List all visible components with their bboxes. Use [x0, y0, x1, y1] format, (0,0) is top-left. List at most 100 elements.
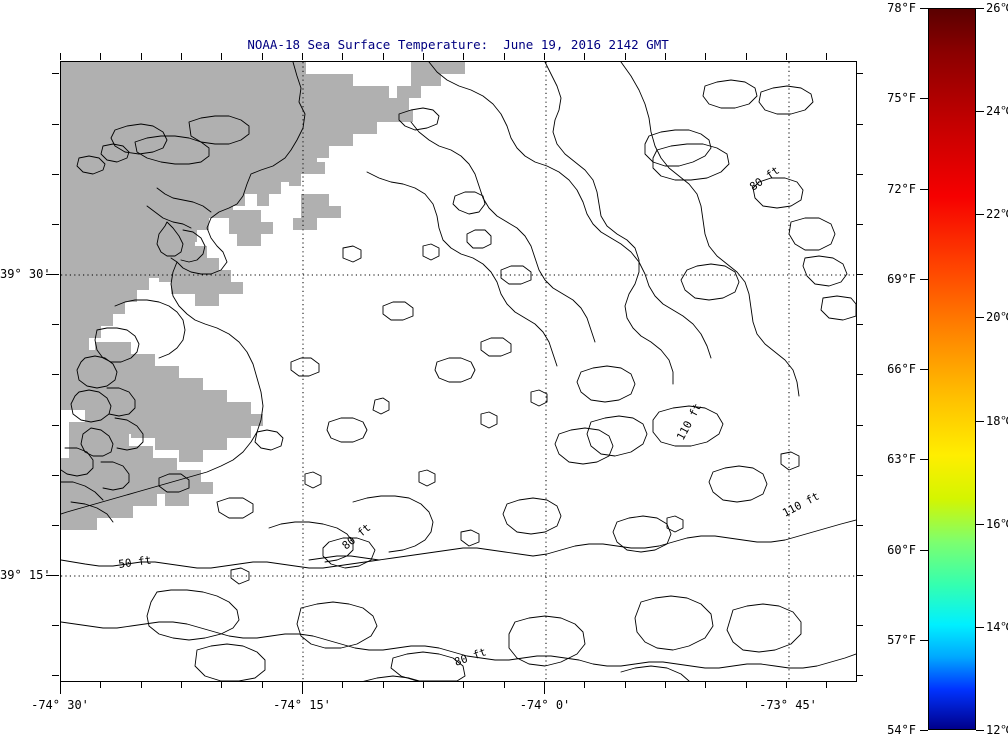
colorbar-tick-celsius [976, 111, 984, 112]
colorbar-label-fahrenheit: 57°F [887, 633, 916, 647]
colorbar[interactable] [928, 8, 976, 730]
y-axis-label: 39° 30' [0, 267, 51, 281]
x-tick-top [625, 53, 626, 60]
colorbar-tick-fahrenheit [920, 550, 928, 551]
x-tick-top [423, 53, 424, 60]
y-tick-right [856, 525, 863, 526]
coastline-contour-layer [61, 62, 856, 681]
x-tick-top [181, 53, 182, 60]
colorbar-tick-celsius [976, 317, 984, 318]
x-tick-top [584, 53, 585, 60]
contour-label: 80 ft [453, 645, 489, 669]
colorbar-tick-celsius [976, 421, 984, 422]
y-tick-right [856, 675, 863, 676]
x-tick-top [504, 53, 505, 60]
colorbar-label-fahrenheit: 78°F [887, 1, 916, 15]
y-tick-right [856, 274, 863, 275]
colorbar-tick-fahrenheit [920, 369, 928, 370]
colorbar-label-fahrenheit: 75°F [887, 91, 916, 105]
y-tick-major [46, 274, 59, 275]
x-tick-top [302, 53, 303, 60]
contour-label: 80 ft [340, 521, 374, 552]
y-tick-minor [52, 425, 59, 426]
x-tick-top [342, 53, 343, 60]
x-tick-minor [100, 681, 101, 688]
x-tick-top [262, 53, 263, 60]
colorbar-tick-fahrenheit [920, 189, 928, 190]
y-tick-minor [52, 174, 59, 175]
y-tick-right [856, 224, 863, 225]
colorbar-tick-celsius [976, 214, 984, 215]
colorbar-label-celsius: 26℃ [986, 1, 1008, 15]
x-tick-top [221, 53, 222, 60]
x-tick-major [302, 681, 303, 694]
x-axis-label: -74° 30' [31, 698, 89, 712]
colorbar-tick-fahrenheit [920, 730, 928, 731]
x-tick-top [100, 53, 101, 60]
x-tick-minor [342, 681, 343, 688]
map-plot-area[interactable]: 50 ft 80 ft 80 ft 110 ft 110 ft 80 ft [60, 61, 857, 682]
colorbar-tick-fahrenheit [920, 459, 928, 460]
y-tick-right [856, 124, 863, 125]
y-axis-label: 39° 15' [0, 568, 51, 582]
y-tick-minor [52, 675, 59, 676]
contour-label: 80 ft [747, 164, 782, 194]
colorbar-tick-fahrenheit [920, 640, 928, 641]
y-tick-right [856, 374, 863, 375]
colorbar-gradient-frame [928, 8, 976, 730]
y-tick-minor [52, 475, 59, 476]
colorbar-label-fahrenheit: 60°F [887, 543, 916, 557]
y-tick-minor [52, 525, 59, 526]
y-tick-minor [52, 73, 59, 74]
y-tick-right [856, 425, 863, 426]
x-axis-label: -74° 15' [273, 698, 331, 712]
x-tick-minor [625, 681, 626, 688]
colorbar-label-fahrenheit: 72°F [887, 182, 916, 196]
colorbar-tick-fahrenheit [920, 279, 928, 280]
y-tick-major [46, 575, 59, 576]
colorbar-label-celsius: 12℃ [986, 723, 1008, 737]
x-tick-top [665, 53, 666, 60]
x-tick-minor [584, 681, 585, 688]
x-tick-minor [423, 681, 424, 688]
colorbar-tick-celsius [976, 730, 984, 731]
y-tick-minor [52, 625, 59, 626]
x-tick-minor [786, 681, 787, 688]
colorbar-label-celsius: 22℃ [986, 207, 1008, 221]
x-tick-top [705, 53, 706, 60]
x-tick-major [60, 681, 61, 694]
x-tick-minor [181, 681, 182, 688]
map-canvas: 50 ft 80 ft 80 ft 110 ft 110 ft 80 ft [61, 62, 856, 681]
y-tick-minor [52, 374, 59, 375]
x-axis-label: -74° 0' [519, 698, 571, 712]
x-tick-minor [262, 681, 263, 688]
y-tick-right [856, 174, 863, 175]
colorbar-label-fahrenheit: 69°F [887, 272, 916, 286]
x-tick-minor [141, 681, 142, 688]
colorbar-label-celsius: 16℃ [986, 517, 1008, 531]
y-tick-minor [52, 324, 59, 325]
x-tick-minor [705, 681, 706, 688]
y-tick-minor [52, 224, 59, 225]
x-tick-minor [463, 681, 464, 688]
colorbar-tick-celsius [976, 524, 984, 525]
colorbar-gradient [929, 9, 975, 729]
colorbar-label-celsius: 14℃ [986, 620, 1008, 634]
x-tick-top [383, 53, 384, 60]
colorbar-label-fahrenheit: 66°F [887, 362, 916, 376]
y-tick-right [856, 625, 863, 626]
colorbar-tick-celsius [976, 8, 984, 9]
x-tick-minor [746, 681, 747, 688]
colorbar-label-fahrenheit: 63°F [887, 452, 916, 466]
x-tick-major [544, 681, 545, 694]
x-tick-top [463, 53, 464, 60]
y-tick-right [856, 575, 863, 576]
y-tick-right [856, 324, 863, 325]
colorbar-label-celsius: 18℃ [986, 414, 1008, 428]
x-tick-top [60, 53, 61, 60]
y-tick-minor [52, 124, 59, 125]
y-tick-right [856, 73, 863, 74]
x-tick-minor [383, 681, 384, 688]
x-tick-top [786, 53, 787, 60]
